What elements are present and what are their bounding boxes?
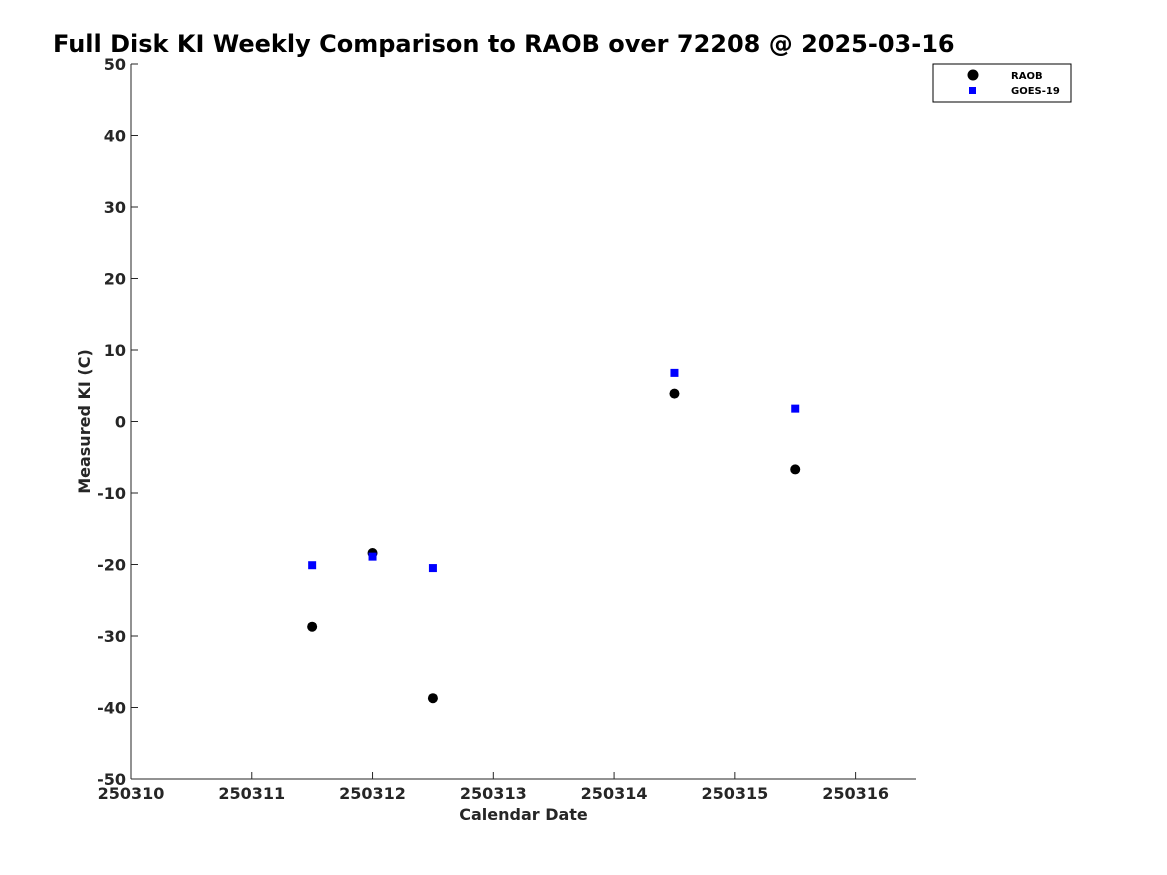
goes-19-point <box>670 368 679 377</box>
y-tick-label: -30 <box>97 627 126 646</box>
y-tick-label: 30 <box>104 198 126 217</box>
y-tick-label: 10 <box>104 341 126 360</box>
legend: RAOB GOES-19 <box>932 63 1072 103</box>
x-tick-label: 250315 <box>701 784 768 803</box>
raob-point <box>307 621 318 632</box>
goes-19-point <box>308 561 317 570</box>
x-axis-ticks: 250310 250311 250312 250313 250314 250315 2503… <box>98 772 889 803</box>
y-tick-label: 20 <box>104 270 126 289</box>
raob-point <box>427 693 438 704</box>
legend-raob-marker <box>967 69 979 81</box>
y-tick-label: -40 <box>97 699 126 718</box>
y-tick-label: 50 <box>104 55 126 74</box>
y-tick-label: 40 <box>104 127 126 146</box>
plot-area <box>130 64 916 780</box>
x-tick-label: 250314 <box>581 784 648 803</box>
legend-box <box>932 63 1072 103</box>
y-tick-label: -10 <box>97 484 126 503</box>
data-points <box>307 368 801 704</box>
raob-point <box>669 388 680 399</box>
goes-19-point <box>368 552 377 561</box>
y-tick-label: 0 <box>115 413 126 432</box>
x-tick-label: 250312 <box>339 784 406 803</box>
x-tick-label: 250316 <box>822 784 889 803</box>
raob-point <box>790 464 801 475</box>
x-tick-label: 250311 <box>218 784 285 803</box>
x-tick-label: 250310 <box>98 784 165 803</box>
y-tick-label: -50 <box>97 770 126 789</box>
y-tick-label: -20 <box>97 556 126 575</box>
y-axis-label: Measured KI (C) <box>75 349 94 494</box>
goes-19-point <box>428 564 437 573</box>
legend-raob-label: RAOB <box>1011 71 1043 82</box>
goes-19-point <box>791 404 800 413</box>
x-tick-label: 250313 <box>460 784 527 803</box>
chart-title: Full Disk KI Weekly Comparison to RAOB o… <box>53 30 955 58</box>
legend-goes-label: GOES-19 <box>1011 86 1060 97</box>
x-axis-label: Calendar Date <box>459 805 588 824</box>
y-axis-ticks: 50 40 30 20 10 0 -10 -20 -30 -40 -50 <box>97 55 138 789</box>
legend-goes-marker <box>969 87 976 94</box>
